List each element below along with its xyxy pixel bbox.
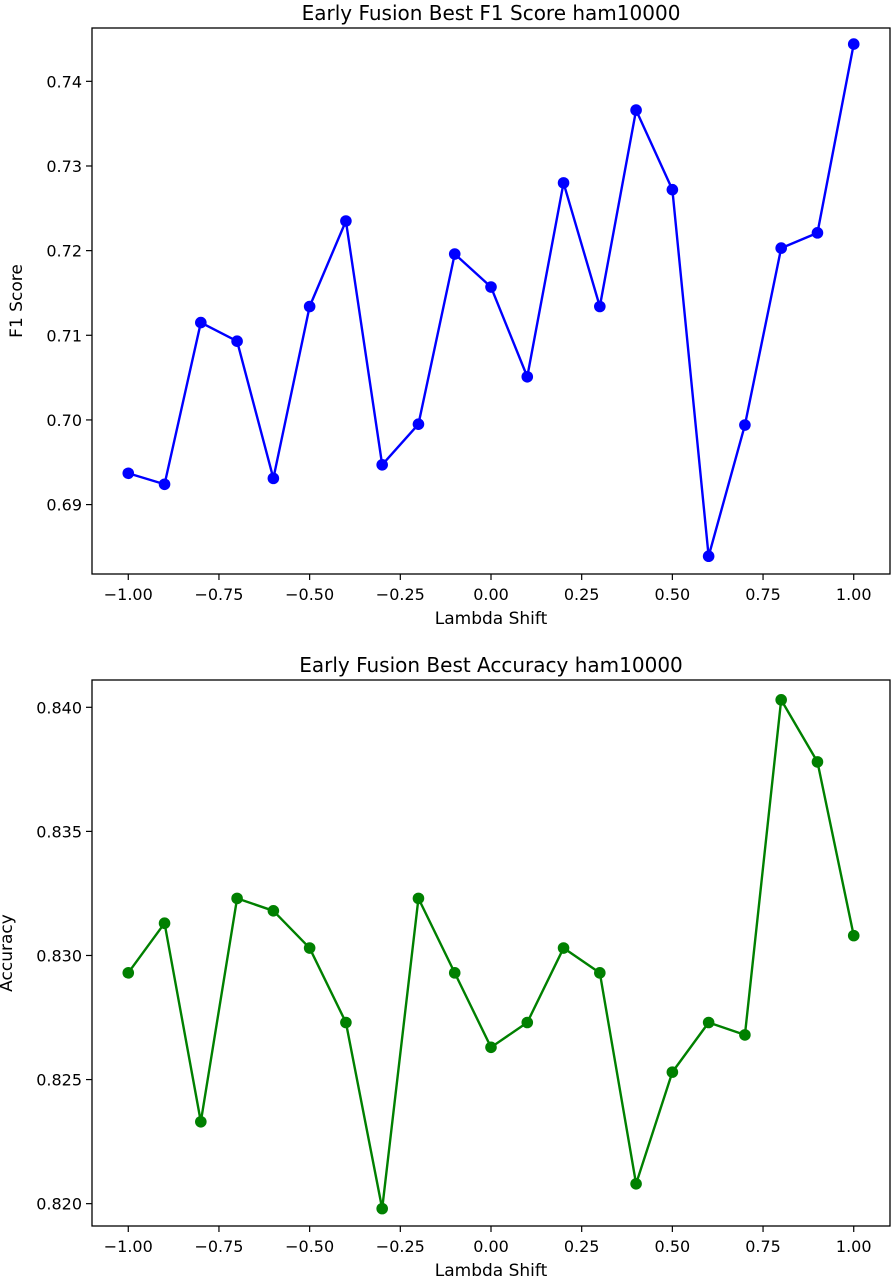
chart-1: Early Fusion Best F1 Score ham10000 −1.00… — [7, 1, 891, 629]
x-tick-label: 0.50 — [655, 1237, 691, 1256]
data-point — [158, 478, 171, 491]
data-point — [267, 905, 280, 917]
y-tick-label: 0.73 — [46, 157, 82, 176]
data-point — [739, 419, 751, 431]
x-tick-label: −1.00 — [104, 585, 153, 604]
data-point — [158, 917, 171, 930]
y-tick-label: 0.74 — [46, 72, 82, 91]
data-point — [557, 942, 570, 954]
data-point — [739, 1029, 751, 1041]
data-point — [666, 1066, 679, 1078]
data-point — [630, 104, 642, 116]
data-point — [521, 370, 534, 383]
chart-title: Early Fusion Best F1 Score ham10000 — [302, 1, 681, 25]
series-line — [127, 43, 855, 558]
data-point — [557, 177, 570, 189]
data-point — [630, 1178, 642, 1190]
data-point — [847, 38, 860, 50]
y-tick-label: 0.70 — [46, 411, 82, 430]
data-point — [448, 967, 461, 979]
y-tick-label: 0.835 — [36, 822, 82, 841]
data-point — [775, 694, 787, 706]
x-tick-label: −0.50 — [285, 1237, 334, 1256]
y-tick-label: 0.72 — [46, 242, 82, 261]
data-point — [231, 335, 243, 348]
x-tick-label: 0.75 — [745, 585, 781, 604]
data-point — [376, 459, 388, 471]
data-point — [485, 1041, 497, 1054]
chart-title: Early Fusion Best Accuracy ham10000 — [299, 653, 683, 677]
x-tick-label: 0.25 — [564, 585, 600, 604]
data-point — [485, 281, 497, 293]
data-point — [412, 892, 425, 905]
data-point — [303, 300, 316, 313]
data-point — [666, 183, 679, 196]
series-line — [127, 698, 855, 1210]
data-point — [847, 929, 860, 942]
data-point — [448, 248, 461, 260]
data-point — [775, 242, 787, 254]
data-point — [594, 300, 606, 313]
x-tick-label: −0.25 — [376, 1237, 425, 1256]
y-tick-label: 0.820 — [36, 1195, 82, 1214]
x-tick-label: −0.25 — [376, 585, 425, 604]
x-tick-label: 1.00 — [836, 585, 872, 604]
plot-frame — [91, 679, 891, 1227]
data-point — [122, 467, 135, 480]
y-tick-label: 0.69 — [46, 496, 82, 515]
data-point — [702, 550, 715, 563]
data-point — [811, 227, 824, 239]
data-point — [521, 1016, 534, 1029]
x-tick-label: 0.50 — [655, 585, 691, 604]
y-tick-label: 0.825 — [36, 1071, 82, 1090]
x-tick-label: 0.25 — [564, 1237, 600, 1256]
data-point — [267, 472, 280, 485]
data-point — [340, 1016, 352, 1029]
data-point — [340, 215, 352, 227]
y-tick-label: 0.830 — [36, 946, 82, 965]
x-tick-label: 0.00 — [473, 585, 509, 604]
x-tick-label: −0.75 — [194, 1237, 243, 1256]
x-tick-label: 0.75 — [745, 1237, 781, 1256]
data-point — [195, 1115, 207, 1128]
data-point — [303, 942, 316, 954]
data-point — [811, 756, 824, 768]
data-point — [376, 1202, 388, 1215]
chart-2: Early Fusion Best Accuracy ham10000 −1.00… — [0, 653, 891, 1280]
data-point — [122, 967, 135, 979]
y-tick-label: 0.71 — [46, 326, 82, 345]
x-tick-label: 1.00 — [836, 1237, 872, 1256]
x-axis-label: Lambda Shift — [435, 609, 548, 629]
data-point — [702, 1016, 715, 1029]
data-point — [594, 967, 606, 979]
x-tick-label: −0.50 — [285, 585, 334, 604]
y-axis-label: F1 Score — [7, 264, 27, 338]
x-axis-label: Lambda Shift — [435, 1261, 548, 1280]
data-point — [412, 418, 425, 430]
x-tick-label: −1.00 — [104, 1237, 153, 1256]
data-point — [195, 316, 207, 329]
data-point — [231, 892, 243, 905]
x-tick-label: 0.00 — [473, 1237, 509, 1256]
y-tick-label: 0.840 — [36, 698, 82, 717]
y-axis-label: Accuracy — [0, 914, 17, 992]
x-tick-label: −0.75 — [194, 585, 243, 604]
